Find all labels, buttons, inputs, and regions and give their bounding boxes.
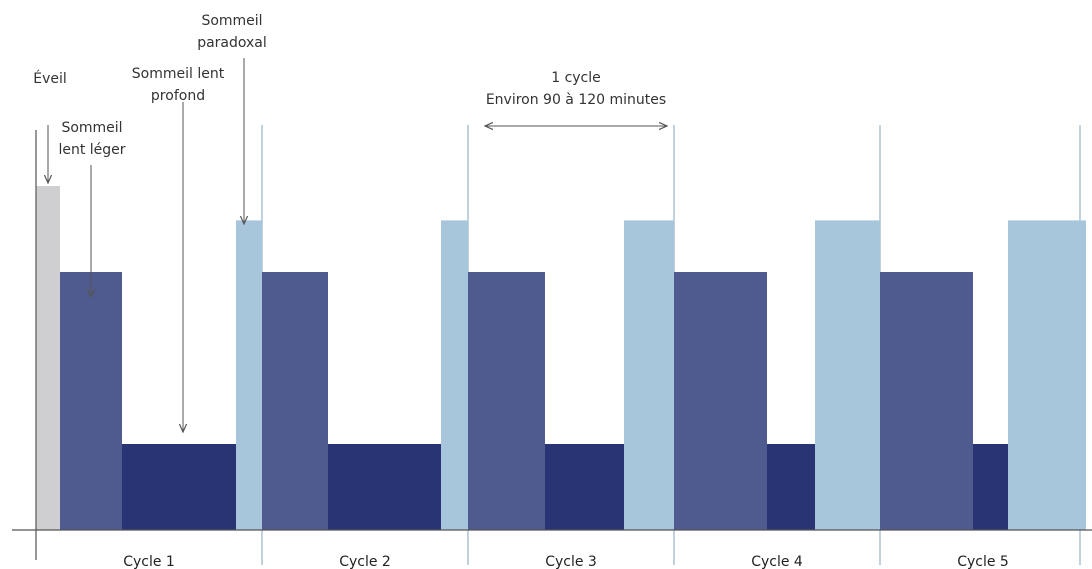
stage-bars (36, 186, 1086, 530)
cycle-labels: Cycle 1 Cycle 2 Cycle 3 Cycle 4 Cycle 5 (123, 554, 1009, 569)
bar-cycle1-sommeil-lent-leger (60, 272, 122, 530)
bar-cycle5-sommeil-lent-leger (880, 272, 973, 530)
cycle-span-label-line-2: Environ 90 à 120 minutes (486, 92, 666, 108)
bar-cycle2-sommeil-lent-leger (262, 272, 328, 530)
leger-label-line-1: Sommeil (61, 120, 122, 136)
bar-cycle3-sommeil-lent-profond (545, 444, 624, 530)
bar-cycle3-sommeil-paradoxal (624, 220, 674, 530)
profond-label-line-1: Sommeil lent (132, 66, 225, 82)
annotation-arrows (48, 58, 667, 432)
cycle-label-2: Cycle 2 (339, 554, 391, 569)
eveil-label-line-1: Éveil (33, 70, 67, 87)
bar-cycle1-sommeil-paradoxal (236, 220, 262, 530)
cycle-span-label-line-1: 1 cycle (551, 70, 601, 86)
bar-cycle1-sommeil-lent-profond (122, 444, 236, 530)
bar-cycle4-sommeil-lent-leger (674, 272, 767, 530)
bar-cycle3-sommeil-lent-leger (468, 272, 545, 530)
bar-cycle2-sommeil-lent-profond (328, 444, 441, 530)
axes (12, 130, 1092, 560)
cycle-label-5: Cycle 5 (957, 554, 1009, 569)
cycle-label-3: Cycle 3 (545, 554, 597, 569)
bar-cycle5-sommeil-paradoxal (1008, 220, 1086, 530)
leger-label-line-2: lent léger (58, 142, 125, 158)
cycle-label-4: Cycle 4 (751, 554, 803, 569)
profond-label-line-2: profond (151, 88, 205, 104)
bar-cycle1-eveil (36, 186, 60, 530)
bar-cycle2-sommeil-paradoxal (441, 220, 468, 530)
cycle-label-1: Cycle 1 (123, 554, 175, 569)
annotation-labels: Éveil Sommeil lent léger Sommeil lent profon… (33, 13, 666, 158)
paradoxal-label-line-2: paradoxal (197, 35, 267, 51)
paradoxal-label-line-1: Sommeil (201, 13, 262, 29)
bar-cycle5-sommeil-lent-profond (973, 444, 1008, 530)
bar-cycle4-sommeil-lent-profond (767, 444, 815, 530)
bar-cycle4-sommeil-paradoxal (815, 220, 880, 530)
